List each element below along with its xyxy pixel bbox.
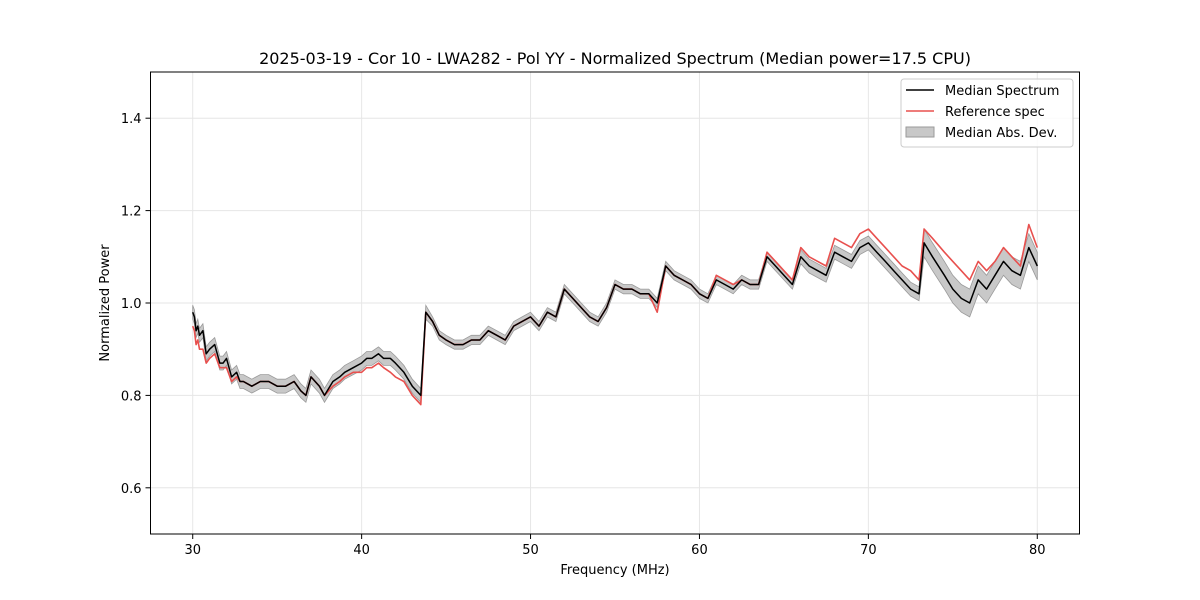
median-spectrum-line: [191, 242, 1038, 397]
x-axis-label: Frequency (MHz): [560, 563, 669, 578]
legend-reference-label: Reference spec: [945, 105, 1045, 120]
x-tick-label: 40: [353, 543, 370, 558]
legend: Median Spectrum Reference spec Median Ab…: [900, 78, 1074, 148]
x-tick-label: 30: [184, 543, 201, 558]
x-tick-label: 70: [860, 543, 877, 558]
x-tick-label: 60: [691, 543, 708, 558]
legend-frame: [900, 78, 1074, 148]
y-tick-label: 1.2: [121, 205, 142, 220]
x-axis-ticks: 30 40 50 60 70 80: [184, 534, 1046, 558]
mad-band-layer: [192, 227, 1038, 404]
y-tick-label: 0.6: [121, 482, 142, 497]
legend-mad-label: Median Abs. Dev.: [945, 126, 1057, 141]
chart-title: 2025-03-19 - Cor 10 - LWA282 - Pol YY - …: [259, 49, 971, 68]
y-tick-label: 1.0: [121, 297, 142, 312]
legend-median-label: Median Spectrum: [945, 84, 1059, 99]
y-axis-label: Normalized Power: [98, 244, 113, 362]
mad-band: [192, 227, 1038, 404]
x-tick-label: 50: [522, 543, 539, 558]
y-tick-label: 0.8: [121, 389, 142, 404]
y-axis-ticks: 0.6 0.8 1.0 1.2 1.4: [121, 112, 151, 497]
y-tick-label: 1.4: [121, 112, 142, 127]
legend-mad-swatch: [905, 126, 935, 138]
median-line-layer: [191, 242, 1038, 397]
x-tick-label: 80: [1029, 543, 1046, 558]
